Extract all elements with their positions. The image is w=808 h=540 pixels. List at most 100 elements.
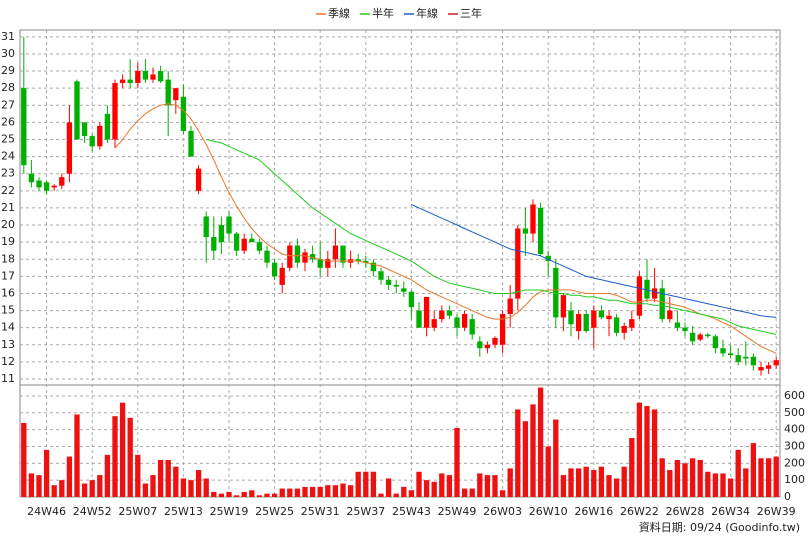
volume-bar: [712, 473, 719, 497]
candle-body: [636, 276, 643, 316]
x-tick-label: 25W25: [255, 505, 294, 518]
candle-body: [325, 259, 331, 268]
candle-body: [545, 255, 551, 261]
candle-body: [211, 237, 217, 251]
candle-body: [165, 79, 171, 106]
volume-bar: [165, 459, 171, 497]
volume-bar: [743, 468, 749, 497]
candle-body: [439, 310, 445, 320]
candle-body: [81, 122, 88, 137]
volume-bar: [469, 488, 475, 497]
volume-bar: [439, 473, 445, 497]
x-tick-label: 26W22: [620, 505, 659, 518]
volume-bar: [173, 466, 179, 497]
volume-bar: [218, 493, 225, 497]
y-tick-label: 18: [1, 252, 15, 265]
x-tick-label: 26W39: [757, 505, 796, 518]
volume-bar: [370, 471, 377, 497]
candle-body: [51, 185, 57, 188]
volume-bar: [629, 438, 635, 497]
candle-body: [568, 310, 574, 325]
candle-body: [697, 334, 703, 340]
volume-bar: [765, 458, 772, 497]
volume-bar: [66, 456, 73, 497]
candle-body: [743, 356, 749, 359]
volume-bar: [522, 421, 529, 497]
candle-body: [150, 74, 156, 80]
legend-label: 年線: [416, 6, 438, 20]
volume-bar: [89, 480, 95, 497]
candle-body: [135, 71, 141, 84]
candle-body: [249, 238, 255, 243]
candle-body: [203, 216, 209, 238]
volume-bar: [211, 491, 217, 497]
candle-body: [66, 122, 73, 174]
x-tick-label: 26W03: [483, 505, 522, 518]
volume-bar: [36, 475, 42, 497]
candle-body: [241, 238, 247, 251]
candle-body: [598, 310, 605, 318]
y-tick-label: 28: [1, 81, 15, 94]
volume-bar: [355, 471, 361, 497]
volume-bar: [720, 473, 726, 497]
volume-bar: [127, 417, 133, 497]
volume-bar: [674, 459, 681, 497]
y-tick-label: 25: [1, 132, 15, 145]
volume-bar: [59, 480, 65, 497]
volume-bar: [446, 475, 453, 497]
x-tick-label: 26W34: [711, 505, 750, 518]
volume-bar: [454, 427, 460, 497]
y-tick-label: 23: [1, 167, 15, 180]
volume-bar: [195, 470, 202, 497]
volume-bar: [309, 486, 316, 497]
candle-body: [401, 288, 407, 292]
candle-body: [773, 360, 779, 366]
candle-body: [591, 310, 597, 328]
volume-bar: [423, 480, 430, 497]
volume-bar: [325, 485, 331, 497]
candle-body: [264, 250, 270, 263]
volume-bar: [347, 485, 354, 497]
volume-bar: [385, 478, 392, 497]
volume-bar: [51, 485, 57, 497]
volume-bar: [241, 491, 247, 497]
candle-body: [454, 317, 460, 328]
candle-body: [271, 262, 278, 277]
volume-bar: [279, 488, 285, 497]
volume-bar: [81, 483, 88, 497]
candle-body: [89, 136, 95, 147]
candle-body: [606, 315, 612, 320]
candle-body: [499, 314, 506, 345]
volume-bar: [249, 490, 255, 497]
volume-bar: [537, 387, 544, 497]
x-tick-label: 24W46: [27, 505, 66, 518]
candle-body: [651, 288, 658, 299]
candle-body: [537, 207, 544, 255]
candle-body: [188, 130, 194, 157]
volume-bar: [682, 463, 688, 497]
volume-bar: [302, 486, 308, 497]
x-tick-label: 25W31: [301, 505, 340, 518]
candle-body: [21, 88, 27, 166]
candle-body: [302, 252, 308, 263]
volume-bar: [750, 443, 757, 497]
candle-body: [416, 310, 422, 328]
candle-body: [173, 88, 179, 101]
volume-bar: [135, 454, 141, 497]
y2-tick-label: 200: [784, 456, 805, 469]
volume-bar: [226, 491, 232, 497]
y2-tick-label: 600: [784, 389, 805, 402]
y2-tick-label: 400: [784, 423, 805, 436]
volume-bar: [233, 495, 240, 497]
candle-body: [355, 259, 361, 261]
y-tick-label: 17: [1, 269, 15, 282]
volume-bar: [507, 468, 513, 497]
y-tick-label: 26: [1, 115, 15, 128]
y2-tick-label: 500: [784, 406, 805, 419]
candle-body: [674, 322, 681, 328]
volume-bar: [97, 475, 103, 497]
candle-body: [309, 254, 316, 260]
volume-bar: [636, 402, 643, 497]
